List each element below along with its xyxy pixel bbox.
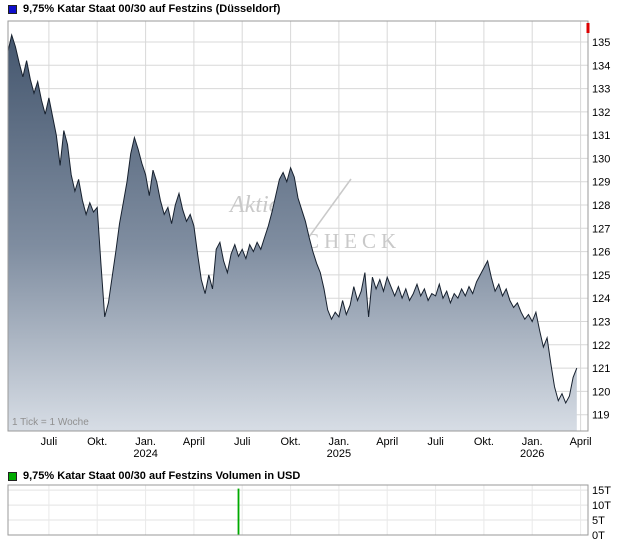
x-axis-month-label: Okt. xyxy=(474,436,494,448)
x-axis-month-label: April xyxy=(570,436,592,448)
x-axis-month-label: Juli xyxy=(234,436,251,448)
volume-y-axis-label: 0T xyxy=(592,530,605,542)
price-y-axis-label: 131 xyxy=(592,130,610,142)
x-axis-year-label: 2025 xyxy=(327,448,351,460)
price-series-label: 9,75% Katar Staat 00/30 auf Festzins (Dü… xyxy=(23,3,281,15)
price-y-axis-label: 133 xyxy=(592,84,610,96)
price-chart[interactable]: 135 134 133 132 131 130 129 128 127 126 125 124 123 1… xyxy=(0,15,620,470)
x-axis-month-label: Okt. xyxy=(87,436,107,448)
price-y-axis-label: 122 xyxy=(592,340,610,352)
x-axis-month-label: April xyxy=(376,436,398,448)
price-area-fill xyxy=(8,35,577,431)
price-series-swatch xyxy=(8,4,17,14)
price-legend: 9,75% Katar Staat 00/30 auf Festzins (Dü… xyxy=(8,3,280,15)
x-axis-month-label: Okt. xyxy=(281,436,301,448)
price-y-axis-label: 119 xyxy=(592,410,610,422)
volume-chart[interactable]: 15T 10T 5T 0T xyxy=(0,483,620,546)
x-axis-month-label: Jan. xyxy=(329,436,350,448)
volume-y-axis-label: 15T xyxy=(592,485,611,497)
price-y-axis-label: 134 xyxy=(592,60,610,72)
x-axis-month-label: Juli xyxy=(427,436,444,448)
x-axis-month-label: Juli xyxy=(41,436,58,448)
price-y-axis-label: 123 xyxy=(592,317,610,329)
price-y-axis-label: 135 xyxy=(592,37,610,49)
price-y-axis-label: 132 xyxy=(592,107,610,119)
x-axis-year-label: 2026 xyxy=(520,448,544,460)
price-y-axis-label: 120 xyxy=(592,386,610,398)
x-axis-year-label: 2024 xyxy=(133,448,157,460)
volume-series-swatch xyxy=(8,471,17,481)
volume-y-axis-label: 10T xyxy=(592,500,611,512)
watermark-check-text: CHECK xyxy=(305,229,401,253)
price-line xyxy=(7,33,578,405)
x-axis-month-label: Jan. xyxy=(522,436,543,448)
price-y-axis-label: 121 xyxy=(592,363,610,375)
price-y-axis-label: 124 xyxy=(592,293,610,305)
volume-bar xyxy=(237,488,240,535)
volume-plot-border xyxy=(7,484,589,536)
x-axis-month-label: April xyxy=(183,436,205,448)
price-plot-border xyxy=(7,20,589,432)
price-y-axis-label: 125 xyxy=(592,270,610,282)
volume-y-axis-label: 5T xyxy=(592,515,605,527)
price-y-axis-label: 129 xyxy=(592,177,610,189)
price-y-axis-label: 130 xyxy=(592,153,610,165)
volume-series-label: 9,75% Katar Staat 00/30 auf Festzins Vol… xyxy=(23,470,301,482)
price-y-axis-label: 128 xyxy=(592,200,610,212)
x-axis-month-label: Jan. xyxy=(135,436,156,448)
volume-legend: 9,75% Katar Staat 00/30 auf Festzins Vol… xyxy=(8,470,300,482)
tick-note: 1 Tick = 1 Woche xyxy=(12,417,89,428)
price-y-axis-label: 127 xyxy=(592,223,610,235)
price-y-axis-label: 126 xyxy=(592,247,610,259)
